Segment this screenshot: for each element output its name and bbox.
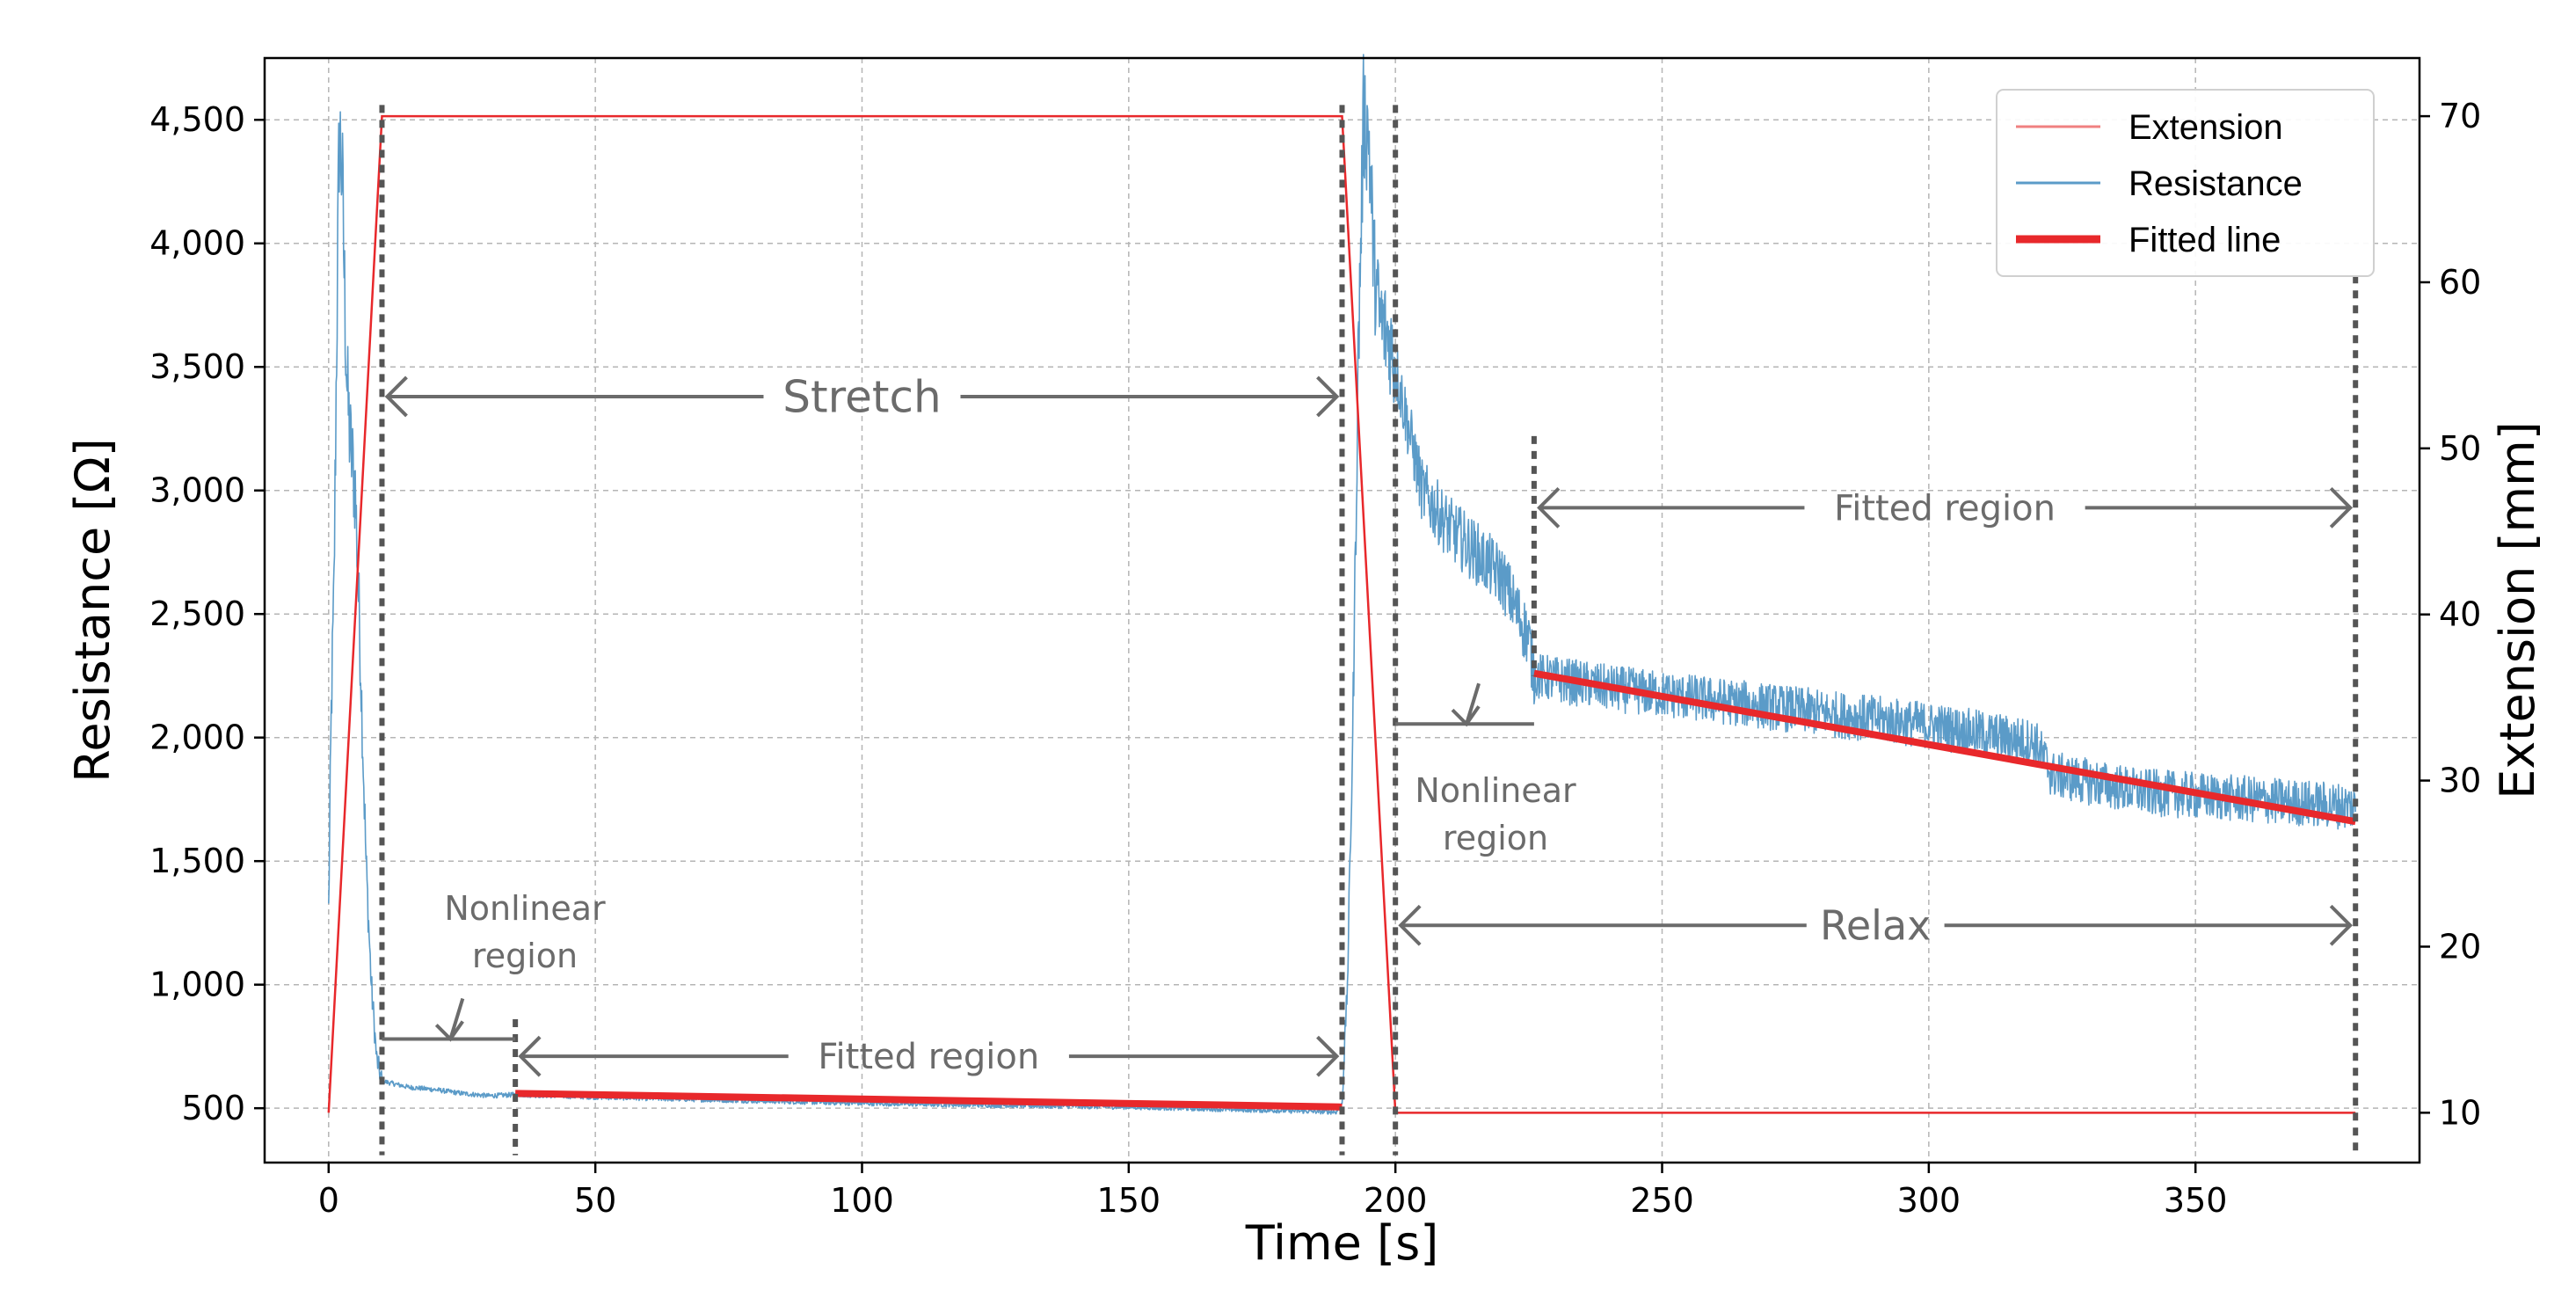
y-right-tick-label: 70 bbox=[2439, 97, 2481, 135]
y-left-tick-label: 1,000 bbox=[149, 966, 245, 1004]
fitted-region-relax-arrowhead-right bbox=[2329, 486, 2354, 529]
x-tick-label: 200 bbox=[1364, 1181, 1428, 1220]
fitted-line-segment bbox=[1533, 669, 2356, 826]
legend-label: Extension bbox=[2128, 108, 2283, 147]
y-right-tick-label: 60 bbox=[2439, 263, 2481, 302]
stretch-label: Stretch bbox=[782, 371, 941, 422]
relax-label: Relax bbox=[1820, 901, 1931, 949]
relax-arrowhead-right bbox=[2329, 904, 2354, 946]
fitted-line-segment bbox=[515, 1090, 1343, 1111]
nonlinear-region-stretch-label-line2: region bbox=[472, 937, 578, 975]
nonlinear-region-stretch-pointer bbox=[448, 997, 465, 1040]
y-left-tick-label: 4,000 bbox=[149, 224, 245, 263]
x-tick-label: 350 bbox=[2164, 1181, 2228, 1220]
y-right-tick-label: 10 bbox=[2439, 1093, 2481, 1132]
fitted-region-relax-label: Fitted region bbox=[1834, 488, 2056, 529]
legend: Extension Resistance Fitted line bbox=[1996, 89, 2375, 277]
y-right-tick-label: 20 bbox=[2439, 927, 2481, 966]
stretch-arrowhead-left bbox=[384, 376, 408, 418]
nonlinear-region-stretch-label-line1: Nonlinear bbox=[444, 889, 606, 928]
stretch-arrowhead-right bbox=[1316, 376, 1340, 418]
extension-line bbox=[327, 114, 2356, 1114]
y-right-axis-label: Extension [mm] bbox=[2490, 421, 2545, 799]
x-tick-label: 100 bbox=[830, 1181, 894, 1220]
relax-arrowhead-left bbox=[1398, 904, 1422, 946]
y-left-tick-label: 4,500 bbox=[149, 100, 245, 139]
nonlinear-region-relax-label-line1: Nonlinear bbox=[1415, 771, 1576, 810]
x-tick-label: 50 bbox=[574, 1181, 616, 1220]
annotations: Stretch Fitted region Nonlinear region Fitte… bbox=[379, 105, 2359, 1156]
series bbox=[327, 54, 2356, 1115]
fitted-region-stretch-arrowhead-right bbox=[1316, 1035, 1340, 1077]
y-left-axis-label: Resistance [Ω] bbox=[65, 438, 120, 783]
y-left-tick-label: 500 bbox=[181, 1089, 245, 1127]
fitted-region-stretch-arrowhead-left bbox=[518, 1035, 542, 1077]
legend-label: Resistance bbox=[2128, 164, 2303, 203]
x-tick-label: 300 bbox=[1897, 1181, 1961, 1220]
y-left-tick-label: 3,000 bbox=[149, 471, 245, 510]
y-left-tick-label: 2,500 bbox=[149, 594, 245, 633]
nonlinear-region-stretch-pointer-head bbox=[434, 1020, 464, 1042]
y-left-tick-label: 2,000 bbox=[149, 718, 245, 757]
nonlinear-region-relax-pointer bbox=[1465, 682, 1481, 725]
fitted-region-relax-arrowhead-left bbox=[1537, 486, 1561, 529]
fitted-region-stretch-label: Fitted region bbox=[818, 1037, 1039, 1077]
plot-frame bbox=[263, 56, 2421, 1164]
x-tick-label: 0 bbox=[318, 1181, 339, 1220]
x-axis-label: Time [s] bbox=[1245, 1215, 1439, 1271]
y-right-tick-label: 50 bbox=[2439, 429, 2481, 468]
y-left-tick-label: 3,500 bbox=[149, 347, 245, 386]
nonlinear-region-relax-pointer-head bbox=[1451, 705, 1481, 727]
y-right-tick-label: 40 bbox=[2439, 595, 2481, 634]
axes: 0 50 100 150 200 250 300 350 500 1,000 1,500 2,000 2… bbox=[65, 97, 2545, 1271]
x-tick-label: 250 bbox=[1630, 1181, 1694, 1220]
x-tick-label: 150 bbox=[1097, 1181, 1161, 1220]
y-left-tick-label: 1,500 bbox=[149, 842, 245, 880]
y-right-tick-label: 30 bbox=[2439, 762, 2481, 800]
legend-label: Fitted line bbox=[2128, 221, 2281, 259]
legend-box bbox=[1996, 89, 2375, 277]
nonlinear-region-relax-label-line2: region bbox=[1443, 819, 1548, 857]
